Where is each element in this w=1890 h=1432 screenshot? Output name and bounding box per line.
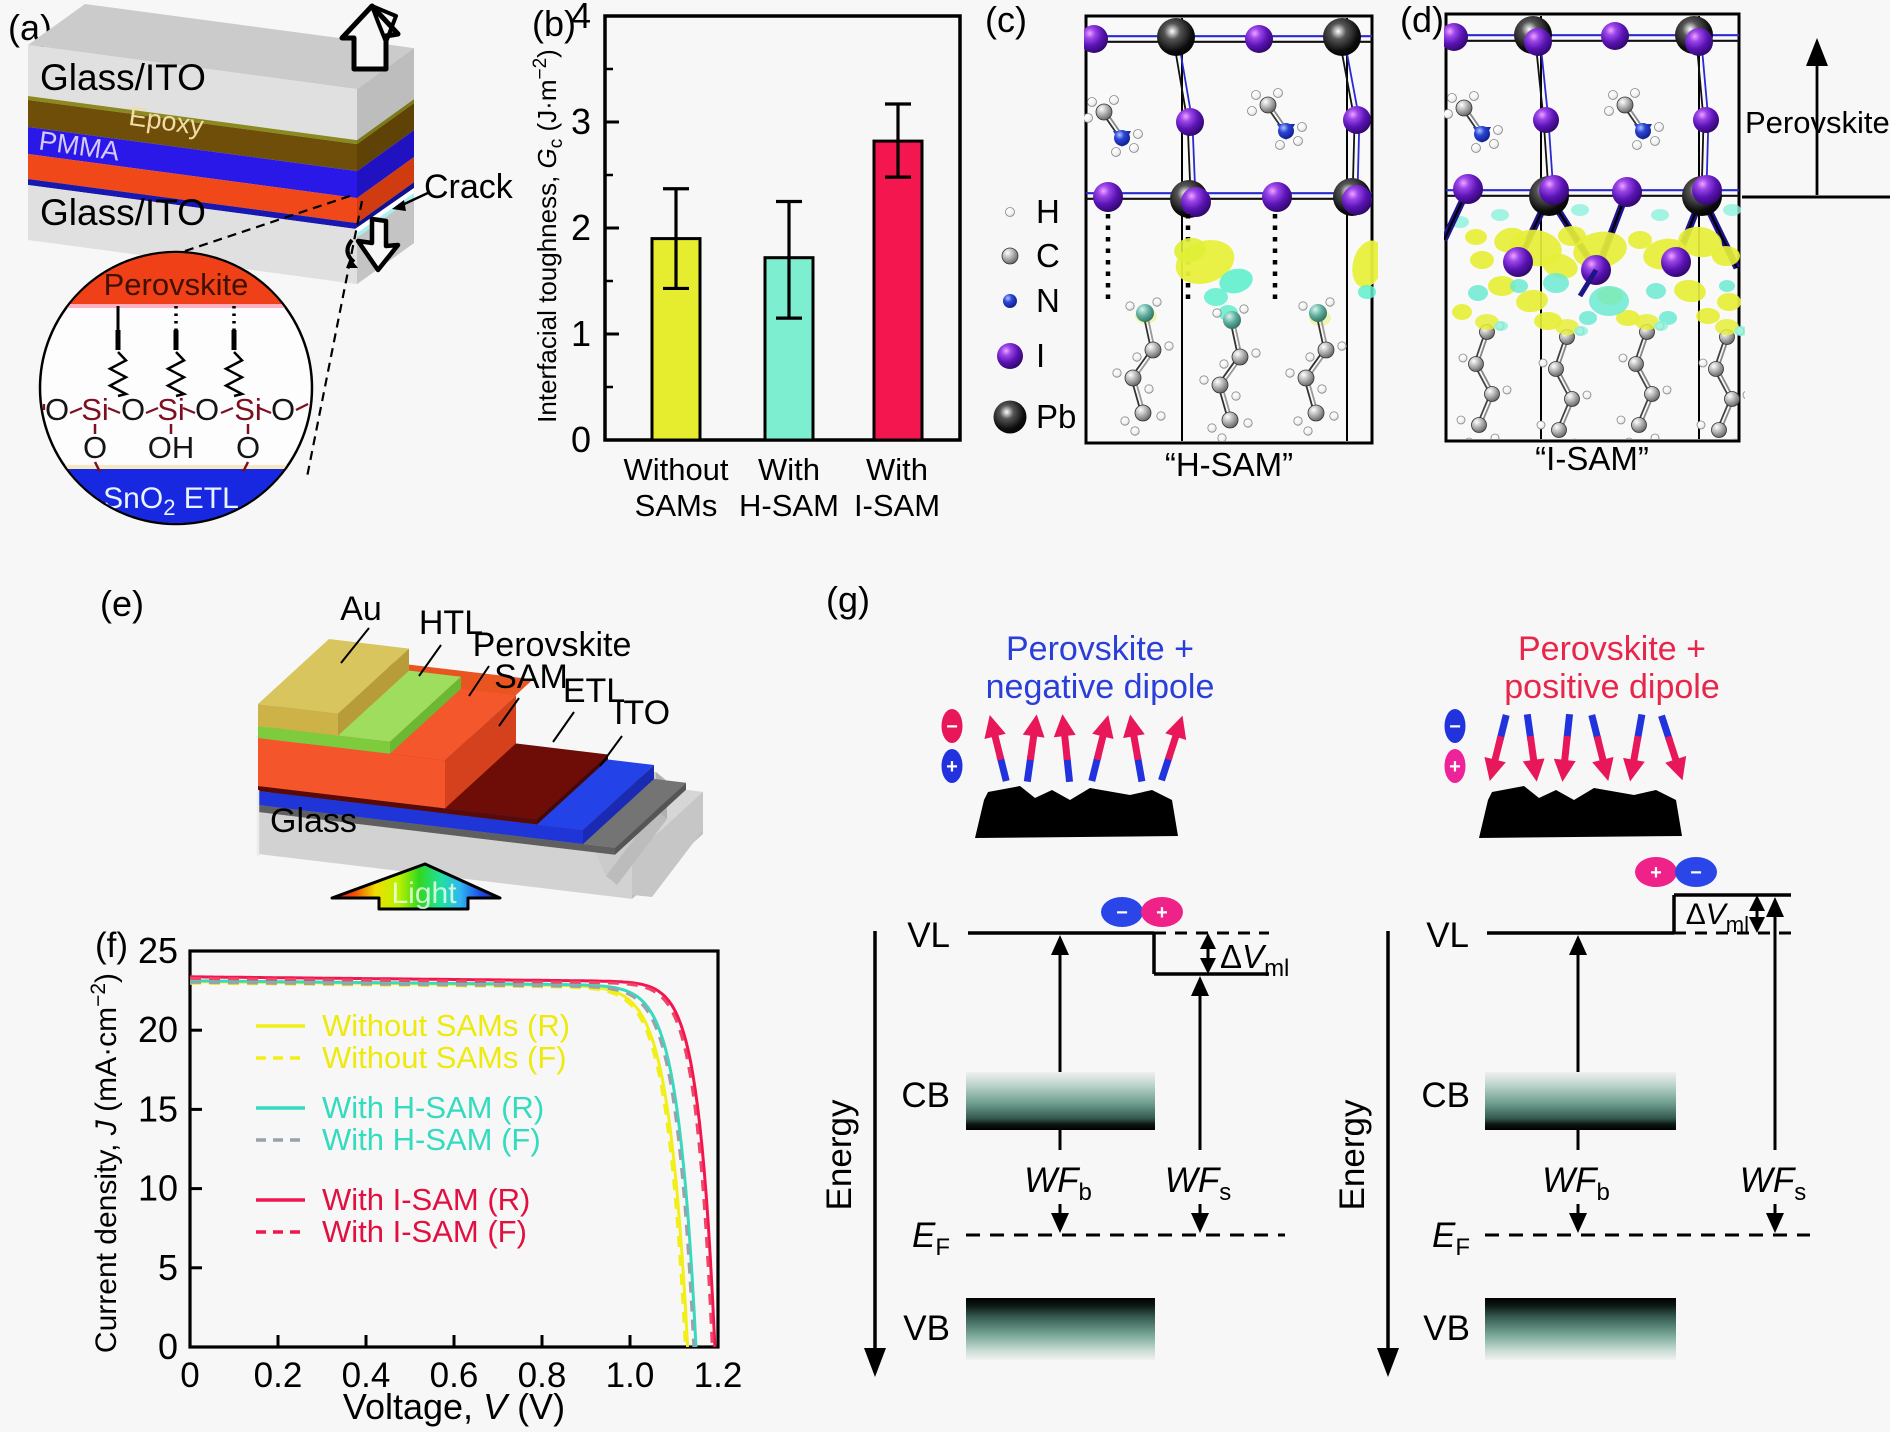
svg-text:With H-SAM (R): With H-SAM (R)	[322, 1090, 544, 1125]
svg-text:(f): (f)	[95, 926, 128, 965]
svg-text:VL: VL	[907, 916, 950, 955]
svg-text:−: −	[1690, 862, 1702, 884]
svg-text:(g): (g)	[826, 579, 870, 620]
svg-text:1.2: 1.2	[694, 1356, 743, 1395]
svg-text:0.8: 0.8	[518, 1356, 567, 1395]
svg-text:Voltage, V (V): Voltage, V (V)	[343, 1386, 565, 1427]
svg-text:I: I	[1036, 337, 1045, 374]
svg-text:ETL: ETL	[563, 672, 625, 710]
svg-text:Energy: Energy	[820, 1099, 859, 1210]
svg-text:Perovskite: Perovskite	[473, 626, 632, 664]
svg-text:0.6: 0.6	[430, 1356, 479, 1395]
svg-text:With: With	[866, 452, 928, 487]
svg-text:4: 4	[571, 0, 591, 36]
svg-text:Current density, J (mA·cm−2): Current density, J (mA·cm−2)	[87, 973, 123, 1353]
svg-text:negative dipole: negative dipole	[986, 668, 1215, 706]
svg-text:positive dipole: positive dipole	[1504, 668, 1719, 706]
svg-text:Glass: Glass	[270, 802, 357, 840]
svg-text:Without SAMs (R): Without SAMs (R)	[322, 1008, 570, 1043]
svg-text:1.0: 1.0	[606, 1356, 655, 1395]
svg-text:+: +	[1650, 862, 1662, 884]
svg-text:Crack: Crack	[424, 168, 514, 206]
svg-text:CB: CB	[1421, 1076, 1470, 1115]
svg-text:Glass/ITO: Glass/ITO	[40, 192, 206, 233]
svg-text:Perovskite +: Perovskite +	[1006, 630, 1194, 668]
svg-text:2: 2	[571, 207, 591, 248]
svg-text:With I-SAM (F): With I-SAM (F)	[322, 1214, 527, 1249]
svg-text:ΔVml: ΔVml	[1686, 898, 1749, 937]
svg-text:O: O	[121, 392, 145, 427]
svg-text:25: 25	[138, 930, 178, 971]
svg-text:With I-SAM (R): With I-SAM (R)	[322, 1182, 530, 1217]
svg-text:0: 0	[158, 1326, 178, 1367]
svg-text:(c): (c)	[985, 0, 1027, 40]
svg-text:N: N	[1036, 282, 1060, 319]
svg-text:WFs: WFs	[1740, 1161, 1806, 1206]
svg-text:O: O	[45, 392, 69, 427]
svg-text:+: +	[1156, 902, 1168, 924]
svg-text:0.4: 0.4	[342, 1356, 391, 1395]
svg-text:−: −	[946, 716, 958, 738]
svg-text:Without: Without	[623, 452, 728, 487]
svg-text:O: O	[83, 430, 107, 465]
svg-text:Energy: Energy	[1333, 1099, 1372, 1210]
svg-text:H: H	[1036, 193, 1060, 230]
svg-text:HTL: HTL	[419, 604, 483, 642]
svg-text:O: O	[271, 392, 295, 427]
svg-text:EF: EF	[912, 1216, 950, 1261]
svg-text:VL: VL	[1426, 916, 1469, 955]
svg-text:20: 20	[138, 1009, 178, 1050]
svg-text:+: +	[946, 756, 958, 778]
svg-text:I-SAM: I-SAM	[854, 488, 940, 523]
svg-text:0: 0	[571, 419, 591, 460]
svg-text:SAM: SAM	[494, 658, 568, 696]
svg-text:Light: Light	[391, 877, 457, 910]
svg-text:Si: Si	[234, 392, 262, 427]
svg-text:Glass/ITO: Glass/ITO	[40, 57, 206, 98]
svg-text:−: −	[1449, 716, 1461, 738]
svg-text:SAMs: SAMs	[635, 488, 718, 523]
svg-text:(d): (d)	[1400, 0, 1444, 40]
svg-text:WFb: WFb	[1542, 1161, 1610, 1206]
svg-text:(e): (e)	[100, 583, 144, 624]
svg-text:“I-SAM”: “I-SAM”	[1535, 440, 1649, 477]
svg-text:−: −	[1116, 902, 1128, 924]
svg-text:WFs: WFs	[1165, 1161, 1231, 1206]
svg-text:Si: Si	[81, 392, 109, 427]
svg-text:WFb: WFb	[1024, 1161, 1092, 1206]
svg-text:O: O	[195, 392, 219, 427]
svg-text:Perovskite: Perovskite	[104, 267, 249, 302]
svg-text:Interfacial toughness, Gc (J·m: Interfacial toughness, Gc (J·m−2)	[530, 49, 567, 423]
svg-text:OH: OH	[148, 430, 195, 465]
svg-text:EF: EF	[1432, 1216, 1470, 1261]
svg-text:Perovskite +: Perovskite +	[1518, 630, 1706, 668]
svg-text:Without SAMs (F): Without SAMs (F)	[322, 1040, 567, 1075]
svg-text:Au: Au	[340, 590, 382, 628]
svg-text:O: O	[236, 430, 260, 465]
svg-text:CB: CB	[901, 1076, 950, 1115]
svg-text:0: 0	[180, 1356, 199, 1395]
svg-text:0.2: 0.2	[254, 1356, 303, 1395]
svg-text:+: +	[1449, 756, 1461, 778]
svg-text:H-SAM: H-SAM	[739, 488, 839, 523]
svg-text:ITO: ITO	[614, 694, 670, 732]
svg-text:Pb: Pb	[1036, 398, 1076, 435]
svg-text:Si: Si	[157, 392, 185, 427]
svg-text:VB: VB	[903, 1309, 950, 1348]
svg-text:C: C	[1036, 237, 1060, 274]
svg-text:(b): (b)	[532, 3, 576, 44]
svg-text:5: 5	[158, 1247, 178, 1288]
svg-text:15: 15	[138, 1088, 178, 1129]
svg-text:1: 1	[571, 313, 591, 354]
svg-text:With: With	[758, 452, 820, 487]
svg-text:With H-SAM (F): With H-SAM (F)	[322, 1122, 541, 1157]
svg-text:3: 3	[571, 101, 591, 142]
svg-text:“H-SAM”: “H-SAM”	[1165, 446, 1293, 483]
svg-text:10: 10	[138, 1168, 178, 1209]
svg-text:VB: VB	[1423, 1309, 1470, 1348]
